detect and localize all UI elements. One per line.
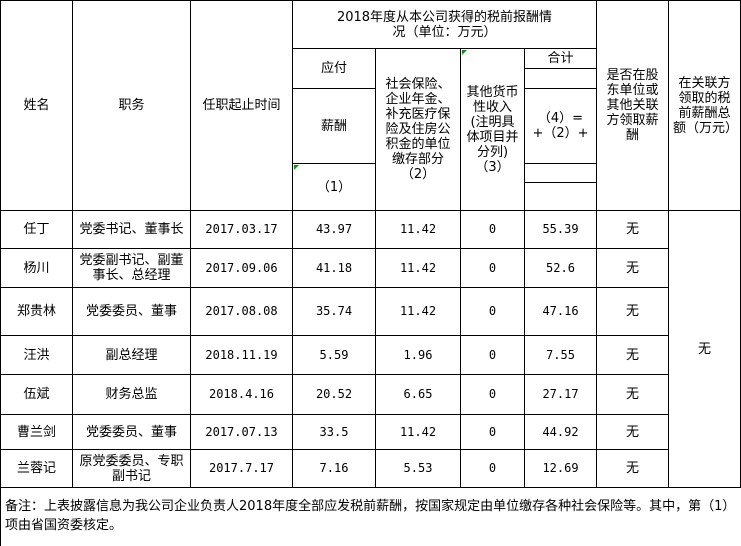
cell-name: 杨川 (1, 249, 73, 288)
cell-social: 11.42 (376, 288, 461, 336)
cell-shareholder: 无 (597, 450, 669, 488)
cell-salary: 35.74 (293, 288, 376, 336)
header-payable: 应付 (293, 49, 376, 89)
cell-total: 55.39 (525, 211, 597, 249)
header-related: 在关联方领取的税前薪酬总额（万元） (669, 1, 741, 211)
cell-social: 11.42 (376, 211, 461, 249)
header-col1: （1） (293, 164, 376, 211)
cell-tenure: 2017.07.13 (191, 415, 293, 450)
cell-other: 0 (461, 288, 525, 336)
cell-name: 伍斌 (1, 375, 73, 415)
blank-cell (525, 183, 597, 211)
cell-salary: 20.52 (293, 375, 376, 415)
cell-position: 党委书记、董事长 (73, 211, 191, 249)
cell-position: 党委副书记、副董事长、总经理 (73, 249, 191, 288)
cell-name: 兰蓉记 (1, 450, 73, 488)
cell-salary: 41.18 (293, 249, 376, 288)
cell-tenure: 2017.7.17 (191, 450, 293, 488)
header-group-title: 2018年度从本公司获得的税前报酬情况（单位：万元） (293, 1, 597, 49)
cell-tenure: 2018.4.16 (191, 375, 293, 415)
cell-total: 44.92 (525, 415, 597, 450)
cell-position: 财务总监 (73, 375, 191, 415)
related-value: 无 (669, 211, 741, 488)
header-formula: （4）=（1）+（2）+（3） (525, 89, 597, 164)
cell-total: 7.55 (525, 336, 597, 375)
cell-total: 27.17 (525, 375, 597, 415)
cell-total: 52.6 (525, 249, 597, 288)
cell-social: 5.53 (376, 450, 461, 488)
cell-other: 0 (461, 450, 525, 488)
cell-shareholder: 无 (597, 415, 669, 450)
comment-marker (294, 165, 299, 170)
cell-other: 0 (461, 415, 525, 450)
header-social: 社会保险、企业年金、补充医疗保险及住房公积金的单位缴存部分（2） (376, 49, 461, 211)
cell-salary: 7.16 (293, 450, 376, 488)
cell-position: 党委委员、董事 (73, 415, 191, 450)
blank-cell (525, 164, 597, 183)
cell-name: 任丁 (1, 211, 73, 249)
cell-position: 党委委员、董事 (73, 288, 191, 336)
cell-shareholder: 无 (597, 249, 669, 288)
header-tenure: 任职起止时间 (191, 1, 293, 211)
comment-marker (462, 50, 467, 55)
cell-tenure: 2017.09.06 (191, 249, 293, 288)
cell-shareholder: 无 (597, 211, 669, 249)
cell-total: 47.16 (525, 288, 597, 336)
cell-shareholder: 无 (597, 375, 669, 415)
cell-social: 11.42 (376, 249, 461, 288)
cell-salary: 43.97 (293, 211, 376, 249)
footnote: 备注：上表披露信息为我公司企业负责人2018年度全部应发税前薪酬，按国家规定由单… (5, 499, 736, 533)
header-salary: 薪酬 (293, 89, 376, 164)
cell-tenure: 2018.11.19 (191, 336, 293, 375)
cell-other: 0 (461, 249, 525, 288)
cell-salary: 5.59 (293, 336, 376, 375)
cell-salary: 33.5 (293, 415, 376, 450)
cell-position: 原党委委员、专职副书记 (73, 450, 191, 488)
cell-social: 1.96 (376, 336, 461, 375)
cell-name: 郑贵林 (1, 288, 73, 336)
cell-tenure: 2017.03.17 (191, 211, 293, 249)
cell-other: 0 (461, 336, 525, 375)
header-name: 姓名 (1, 1, 73, 211)
cell-name: 曹兰剑 (1, 415, 73, 450)
cell-social: 11.42 (376, 415, 461, 450)
header-other: 其他货币性收入(注明具体项目并分列)（3） (461, 49, 525, 211)
header-shareholder: 是否在股东单位或其他关联方领取薪酬 (597, 1, 669, 211)
cell-other: 0 (461, 211, 525, 249)
cell-position: 副总经理 (73, 336, 191, 375)
blank-cell (525, 69, 597, 89)
cell-name: 汪洪 (1, 336, 73, 375)
header-position: 职务 (73, 1, 191, 211)
header-total: 合计 (525, 49, 597, 69)
cell-other: 0 (461, 375, 525, 415)
cell-social: 6.65 (376, 375, 461, 415)
cell-shareholder: 无 (597, 288, 669, 336)
cell-total: 12.69 (525, 450, 597, 488)
cell-tenure: 2017.08.08 (191, 288, 293, 336)
cell-shareholder: 无 (597, 336, 669, 375)
